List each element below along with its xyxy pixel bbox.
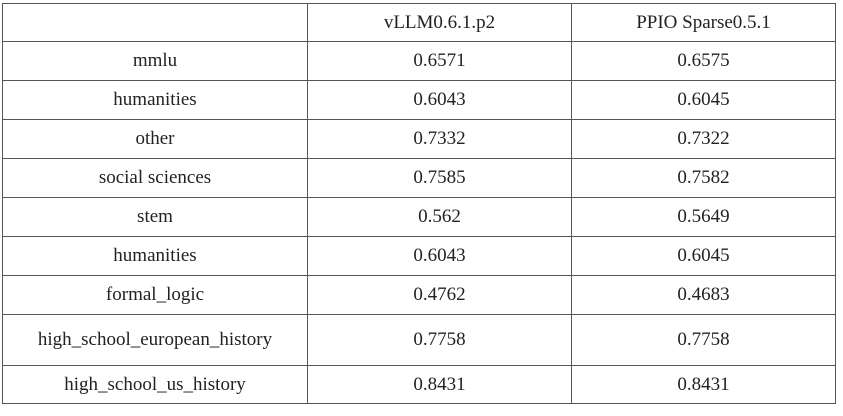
row-value-ppio: 0.8431: [571, 365, 836, 404]
table-row: high_school_us_history 0.8431 0.8431: [2, 365, 836, 404]
table-row: humanities 0.6043 0.6045: [2, 236, 836, 276]
results-table: vLLM0.6.1.p2 PPIO Sparse0.5.1 mmlu 0.657…: [2, 3, 836, 404]
row-value-ppio: 0.5649: [571, 197, 836, 237]
header-cell-vllm: vLLM0.6.1.p2: [307, 3, 572, 42]
table-row: stem 0.562 0.5649: [2, 197, 836, 237]
row-label: humanities: [2, 80, 308, 120]
row-label: stem: [2, 197, 308, 237]
row-label: social sciences: [2, 158, 308, 198]
row-value-vllm: 0.7758: [307, 314, 572, 366]
row-value-vllm: 0.6043: [307, 80, 572, 120]
row-label: other: [2, 119, 308, 159]
row-value-ppio: 0.7322: [571, 119, 836, 159]
table-row: mmlu 0.6571 0.6575: [2, 41, 836, 81]
header-cell-empty: [2, 3, 308, 42]
row-value-vllm: 0.6043: [307, 236, 572, 276]
row-value-ppio: 0.6045: [571, 236, 836, 276]
row-value-ppio: 0.4683: [571, 275, 836, 315]
row-value-ppio: 0.7582: [571, 158, 836, 198]
row-value-vllm: 0.4762: [307, 275, 572, 315]
row-label: high_school_us_history: [2, 365, 308, 404]
table-row: humanities 0.6043 0.6045: [2, 80, 836, 120]
row-value-vllm: 0.7585: [307, 158, 572, 198]
table-row: other 0.7332 0.7322: [2, 119, 836, 159]
row-label: mmlu: [2, 41, 308, 81]
row-value-ppio: 0.6575: [571, 41, 836, 81]
row-value-ppio: 0.7758: [571, 314, 836, 366]
row-value-vllm: 0.6571: [307, 41, 572, 81]
row-label: high_school_european_history: [2, 314, 308, 366]
table-row: formal_logic 0.4762 0.4683: [2, 275, 836, 315]
row-value-vllm: 0.562: [307, 197, 572, 237]
table-header-row: vLLM0.6.1.p2 PPIO Sparse0.5.1: [2, 3, 836, 42]
table-row: social sciences 0.7585 0.7582: [2, 158, 836, 198]
row-value-ppio: 0.6045: [571, 80, 836, 120]
results-table-container: vLLM0.6.1.p2 PPIO Sparse0.5.1 mmlu 0.657…: [2, 3, 836, 404]
table-row: high_school_european_history 0.7758 0.77…: [2, 314, 836, 366]
row-label: humanities: [2, 236, 308, 276]
row-value-vllm: 0.7332: [307, 119, 572, 159]
row-value-vllm: 0.8431: [307, 365, 572, 404]
row-label: formal_logic: [2, 275, 308, 315]
header-cell-ppio: PPIO Sparse0.5.1: [571, 3, 836, 42]
